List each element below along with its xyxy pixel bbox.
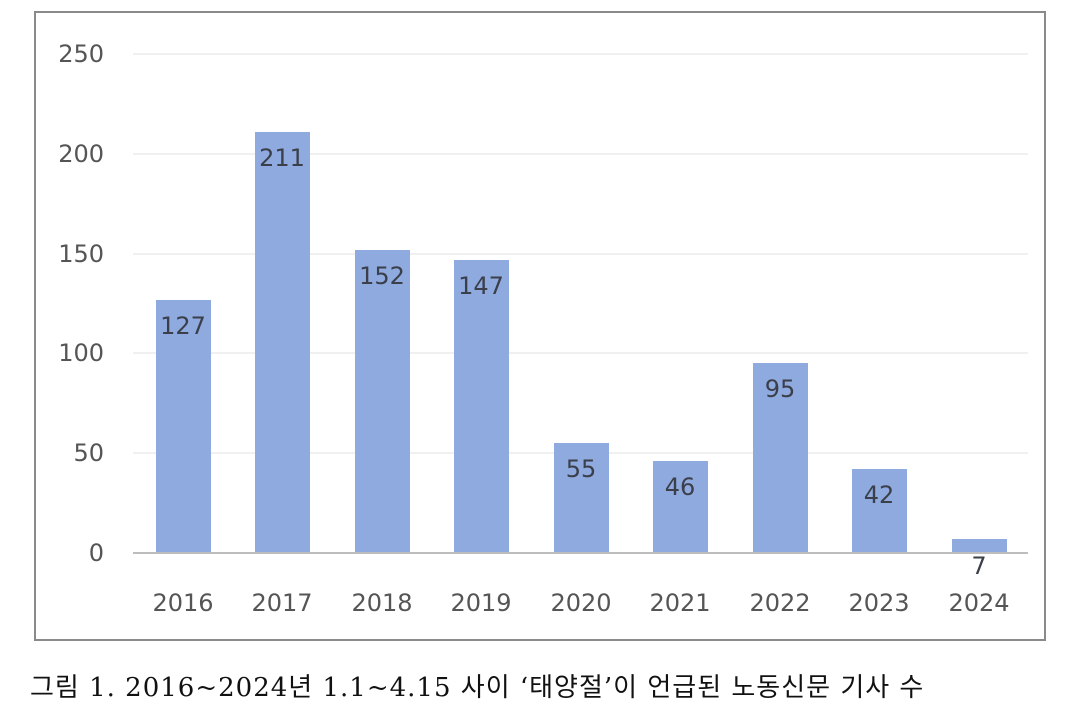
data-label: 127 — [160, 311, 206, 340]
figure-caption: 그림 1. 2016~2024년 1.1~4.15 사이 ‘태양절’이 언급된 … — [30, 673, 925, 703]
gridline — [133, 252, 1028, 255]
x-tick-label: 2018 — [351, 589, 413, 617]
bar-2022 — [752, 363, 808, 553]
y-tick-label: 150 — [58, 239, 104, 268]
data-label: 152 — [359, 261, 405, 290]
y-tick-label: 0 — [88, 539, 104, 567]
data-label: 46 — [664, 473, 696, 502]
x-tick-label: 2022 — [749, 589, 811, 617]
data-label: 7 — [971, 552, 987, 580]
data-label: 42 — [863, 481, 895, 510]
gridline — [133, 53, 1028, 55]
bar-2016 — [155, 299, 211, 553]
bar-2018 — [354, 249, 410, 553]
gridline — [133, 352, 1028, 355]
data-label: 211 — [259, 143, 305, 172]
bar-2019 — [453, 259, 509, 553]
x-tick-label: 2016 — [152, 589, 214, 617]
bar-2021 — [652, 461, 708, 553]
data-label: 147 — [458, 271, 504, 300]
x-tick-label: 2021 — [649, 589, 711, 617]
bar-2017 — [254, 131, 310, 553]
x-axis-line — [133, 552, 1028, 554]
data-label: 55 — [565, 455, 597, 484]
x-tick-label: 2019 — [450, 589, 512, 617]
x-tick-label: 2017 — [251, 589, 313, 617]
bar-2020 — [553, 443, 609, 553]
x-tick-label: 2020 — [550, 589, 612, 617]
x-tick-label: 2023 — [848, 589, 910, 617]
bar-2023 — [851, 469, 907, 553]
x-tick-label: 2024 — [948, 589, 1010, 617]
y-tick-label: 50 — [73, 439, 104, 468]
y-tick-label: 100 — [58, 339, 104, 368]
data-label: 95 — [764, 375, 796, 404]
y-tick-label: 250 — [58, 40, 104, 68]
y-tick-label: 200 — [58, 139, 104, 168]
gridline — [133, 152, 1028, 155]
bar-2024 — [951, 539, 1007, 553]
